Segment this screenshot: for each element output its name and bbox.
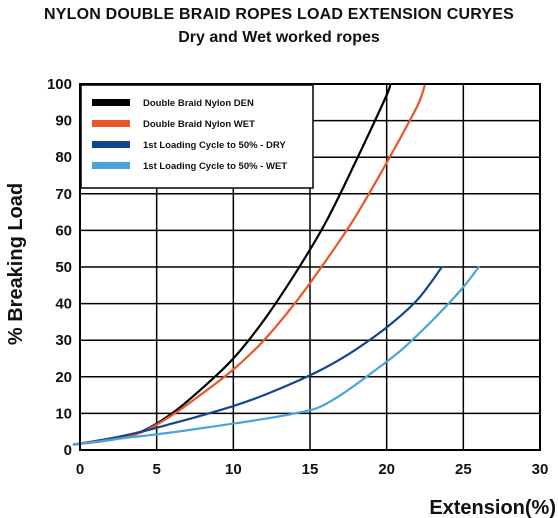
series-lines (72, 84, 480, 446)
y-tick-label: 80 (55, 149, 72, 166)
y-tick-label: 0 (64, 442, 72, 459)
y-axis-label: % Breaking Load (5, 183, 27, 345)
legend-label: 1st Loading Cycle to 50% - WET (143, 161, 287, 172)
y-tick-label: 10 (55, 405, 72, 422)
legend-label: Double Braid Nylon DEN (143, 98, 254, 109)
series-line-3 (72, 265, 443, 446)
legend-swatch (92, 162, 130, 169)
x-tick-label: 5 (152, 461, 160, 478)
chart-subtitle: Dry and Wet worked ropes (178, 29, 380, 46)
tick-labels: 0 5 10 15 20 25 30 0 10 20 30 40 50 60 70 80 90 100 (47, 76, 548, 478)
x-tick-label: 15 (302, 461, 319, 478)
legend-swatch (92, 120, 130, 127)
series-line-4 (72, 265, 480, 446)
x-tick-label: 20 (378, 461, 395, 478)
x-tick-label: 0 (76, 461, 84, 478)
x-tick-label: 10 (225, 461, 242, 478)
legend-label: 1st Loading Cycle to 50% - DRY (143, 140, 286, 151)
y-tick-label: 70 (55, 186, 72, 203)
x-tick-label: 30 (532, 461, 549, 478)
x-axis-label: Extension(%) (429, 497, 556, 518)
y-tick-label: 20 (55, 369, 72, 386)
x-tick-label: 25 (455, 461, 472, 478)
y-tick-label: 50 (55, 259, 72, 276)
y-tick-label: 100 (47, 76, 72, 93)
y-tick-label: 60 (55, 222, 72, 239)
y-tick-label: 40 (55, 296, 72, 313)
y-tick-label: 90 (55, 113, 72, 130)
plot-frame (79, 83, 541, 451)
plot-border (79, 83, 541, 451)
legend-swatch (92, 99, 130, 106)
chart-title: NYLON DOUBLE BRAID ROPES LOAD EXTENSION … (44, 6, 514, 23)
y-tick-label: 30 (55, 332, 72, 349)
legend-swatch (92, 141, 130, 148)
legend-label: Double Braid Nylon WET (143, 119, 255, 130)
legend: Double Braid Nylon DEN Double Braid Nylon… (80, 84, 314, 189)
